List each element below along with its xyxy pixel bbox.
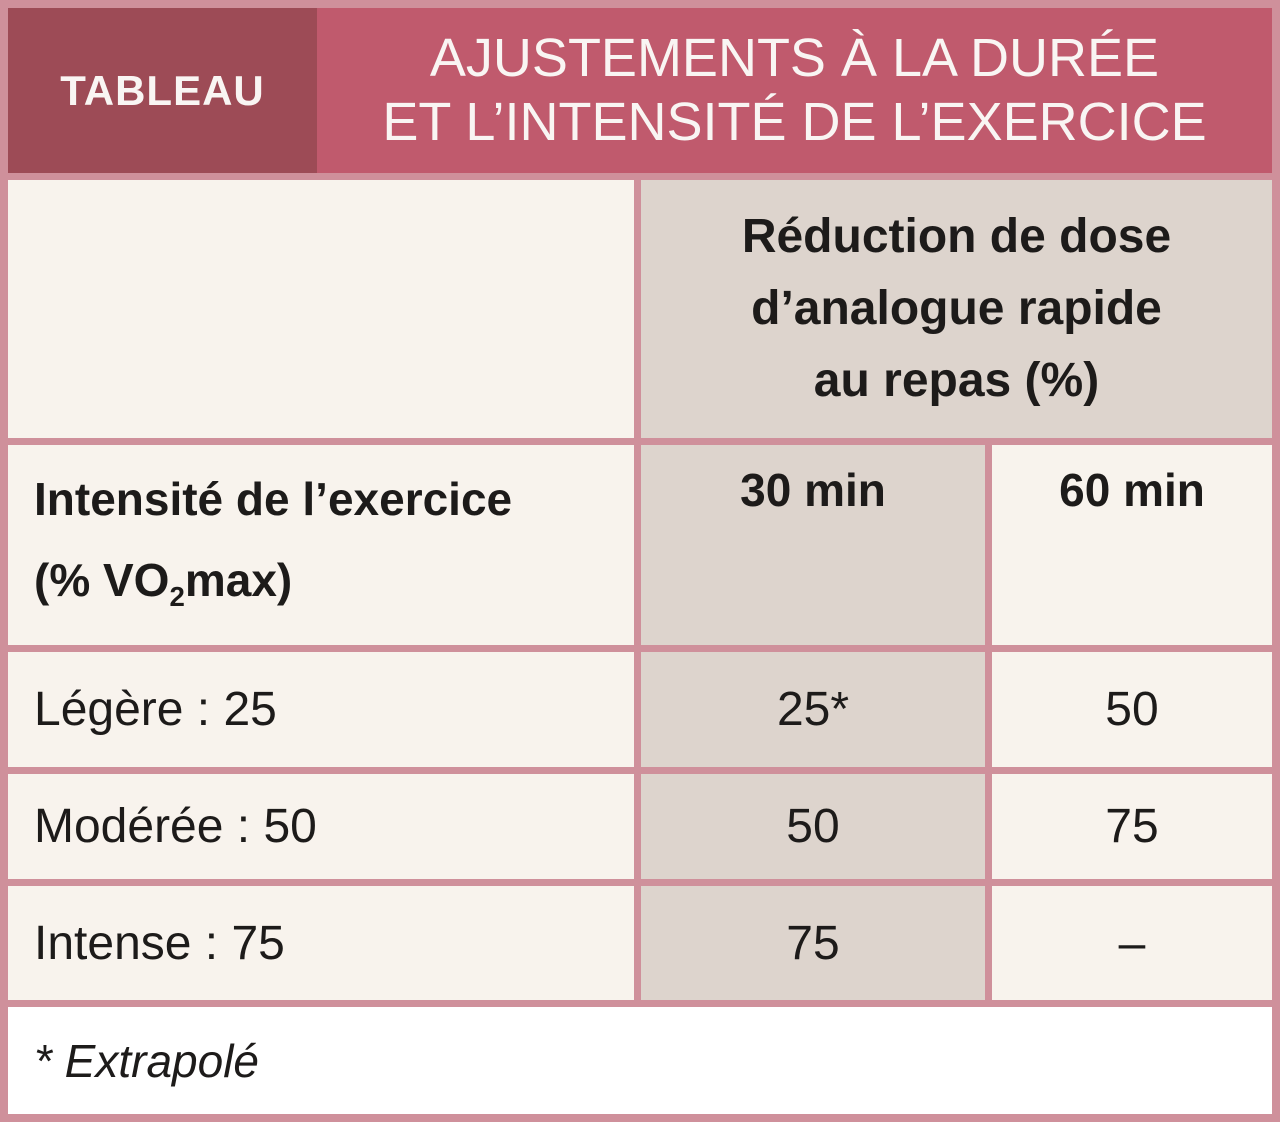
value-moderee-60min: 75 xyxy=(992,774,1272,879)
reduction-header-line-3: au repas (%) xyxy=(813,354,1100,407)
column-header-30min: 30 min xyxy=(641,445,985,645)
row-label-intense: Intense : 75 xyxy=(8,886,634,1000)
tableau-badge: TABLEAU xyxy=(8,8,317,173)
tableau-badge-label: TABLEAU xyxy=(60,66,265,114)
reduction-header-line-2: d’analogue rapide xyxy=(751,282,1162,335)
intensity-header-line-1: Intensité de l’exercice xyxy=(34,473,513,525)
intensity-header-line-2: (% VO2max) xyxy=(34,553,293,612)
footnote: * Extrapolé xyxy=(8,1007,1272,1114)
value-moderee-30min: 50 xyxy=(641,774,985,879)
corner-empty-cell xyxy=(8,180,634,438)
value-legere-60min: 50 xyxy=(992,652,1272,767)
reduction-header-cell: Réduction de dose d’analogue rapide au r… xyxy=(641,180,1272,438)
table-title: AJUSTEMENTS À LA DURÉE ET L’INTENSITÉ DE… xyxy=(317,8,1272,173)
row-label-moderee: Modérée : 50 xyxy=(8,774,634,879)
table-title-line-2: ET L’INTENSITÉ DE L’EXERCICE xyxy=(382,91,1207,152)
intensity-header-cell: Intensité de l’exercice (% VO2max) xyxy=(8,445,634,645)
value-legere-30min: 25* xyxy=(641,652,985,767)
table-header-band: TABLEAU AJUSTEMENTS À LA DURÉE ET L’INTE… xyxy=(8,8,1272,173)
column-header-60min: 60 min xyxy=(992,445,1272,645)
vo2-subscript: 2 xyxy=(169,580,185,612)
value-intense-30min: 75 xyxy=(641,886,985,1000)
reduction-header-line-1: Réduction de dose xyxy=(741,210,1172,263)
row-label-legere: Légère : 25 xyxy=(8,652,634,767)
table-title-line-1: AJUSTEMENTS À LA DURÉE xyxy=(429,27,1160,88)
value-intense-60min: – xyxy=(992,886,1272,1000)
table-grid: Réduction de dose d’analogue rapide au r… xyxy=(8,180,1272,1114)
